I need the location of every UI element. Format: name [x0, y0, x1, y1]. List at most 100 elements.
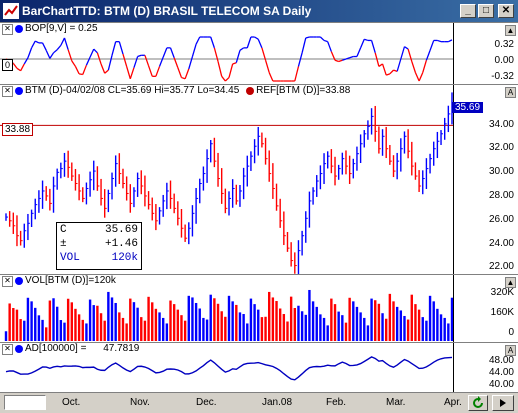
volume-scroll-button[interactable]: ▲	[505, 277, 516, 288]
volume-bar	[326, 325, 329, 341]
bop-label: BOP[9,V] = 0.25	[25, 23, 98, 34]
volume-bar	[395, 306, 399, 341]
bop-segment	[181, 76, 186, 80]
price-tick: 30.00	[488, 166, 514, 177]
ad-tick: 44.00	[488, 367, 514, 378]
bop-segment	[319, 36, 325, 41]
volume-bar	[121, 317, 125, 341]
bop-header: ✕ BOP[9,V] = 0.25	[0, 23, 98, 35]
volume-bar	[271, 297, 275, 341]
refresh-icon	[473, 396, 483, 408]
month-label: Mar.	[386, 397, 406, 408]
volume-bar	[15, 309, 19, 341]
bop-segment	[155, 66, 161, 77]
volume-bar	[205, 319, 209, 341]
bop-scroll-button[interactable]: ▲	[505, 25, 516, 36]
bop-segment	[217, 61, 223, 77]
volume-bar	[107, 291, 110, 341]
maximize-button[interactable]: □	[478, 4, 494, 18]
bop-close-icon[interactable]: ✕	[2, 24, 13, 35]
symbol-input[interactable]	[4, 395, 46, 410]
bop-segment	[188, 56, 194, 70]
bop-segment	[264, 60, 270, 73]
volume-value: 120k	[111, 252, 138, 264]
volume-bar	[136, 307, 139, 341]
close-label: C	[60, 224, 67, 236]
bop-segment	[239, 47, 244, 51]
volume-header: ✕ VOL[BTM (D)]=120k	[0, 275, 116, 287]
volume-bar	[161, 317, 165, 341]
bop-segment	[195, 36, 201, 45]
price-tick: 22.00	[488, 261, 514, 272]
ad-label: AD[100000] =	[25, 343, 87, 354]
volume-bar	[443, 317, 446, 341]
volume-bar	[403, 315, 406, 341]
bop-segment	[213, 47, 219, 62]
bop-segment	[118, 41, 124, 55]
volume-bar	[311, 301, 315, 341]
volume-bar	[110, 297, 114, 341]
volume-bar	[147, 296, 150, 341]
bop-segment	[338, 59, 343, 63]
volume-bar	[275, 301, 278, 341]
bop-segment	[268, 72, 274, 82]
bop-segment	[93, 48, 98, 54]
month-label: Feb.	[326, 397, 347, 408]
volume-bar	[143, 320, 147, 341]
volume-bar	[439, 314, 443, 341]
volume-bar	[417, 309, 421, 341]
volume-bar	[238, 312, 242, 341]
price-tick: 34.00	[488, 119, 514, 130]
bop-segment	[85, 56, 91, 66]
bop-segment	[49, 52, 55, 59]
bop-segment	[356, 47, 362, 57]
volume-bar	[172, 304, 176, 341]
volume-close-icon[interactable]: ✕	[2, 276, 13, 287]
volume-tick: 160K	[490, 307, 514, 318]
volume-bar	[66, 298, 70, 341]
volume-bar	[421, 317, 424, 341]
volume-bar	[74, 308, 77, 341]
volume-series-dot-icon	[15, 277, 23, 285]
scroll-right-button[interactable]	[492, 395, 514, 411]
volume-bar	[425, 320, 428, 341]
volume-bar	[12, 308, 15, 341]
volume-bar	[246, 323, 249, 341]
price-label: BTM (D)-04/02/08 CL=35.69 Hi=35.77 Lo=34…	[25, 85, 240, 96]
volume-bar	[450, 297, 454, 341]
minimize-button[interactable]: _	[460, 4, 476, 18]
bop-segment	[184, 68, 190, 80]
bop-segment	[411, 61, 417, 73]
bop-segment	[381, 63, 387, 76]
ad-plot	[5, 356, 453, 381]
volume-bar	[125, 323, 128, 341]
bop-segment	[418, 72, 424, 82]
bop-segment	[425, 50, 431, 61]
volume-bar	[337, 311, 340, 341]
volume-bar	[194, 302, 198, 341]
bop-segment	[378, 63, 383, 67]
refresh-button[interactable]	[468, 395, 488, 411]
volume-bar	[319, 314, 322, 341]
volume-bar	[322, 317, 326, 341]
price-scroll-button[interactable]: A	[505, 87, 516, 98]
volume-bar	[45, 327, 48, 341]
price-tick: 24.00	[488, 238, 514, 249]
price-close-icon[interactable]: ✕	[2, 86, 13, 97]
bop-segment	[224, 77, 230, 82]
ad-close-icon[interactable]: ✕	[2, 344, 13, 355]
volume-bar	[344, 322, 348, 341]
volume-bar	[140, 317, 143, 341]
change-value: +1.46	[104, 238, 138, 250]
ad-tick: 40.00	[488, 379, 514, 390]
ad-scroll-button[interactable]: A	[505, 345, 516, 356]
volume-bar	[253, 304, 256, 341]
bop-segment	[104, 69, 109, 74]
volume-bar	[34, 307, 37, 341]
volume-bar	[257, 309, 260, 341]
month-label: Oct.	[62, 397, 81, 408]
volume-bar	[209, 294, 212, 341]
bop-segment	[53, 49, 58, 54]
bop-segment	[79, 73, 83, 76]
close-button[interactable]: ✕	[498, 4, 514, 18]
